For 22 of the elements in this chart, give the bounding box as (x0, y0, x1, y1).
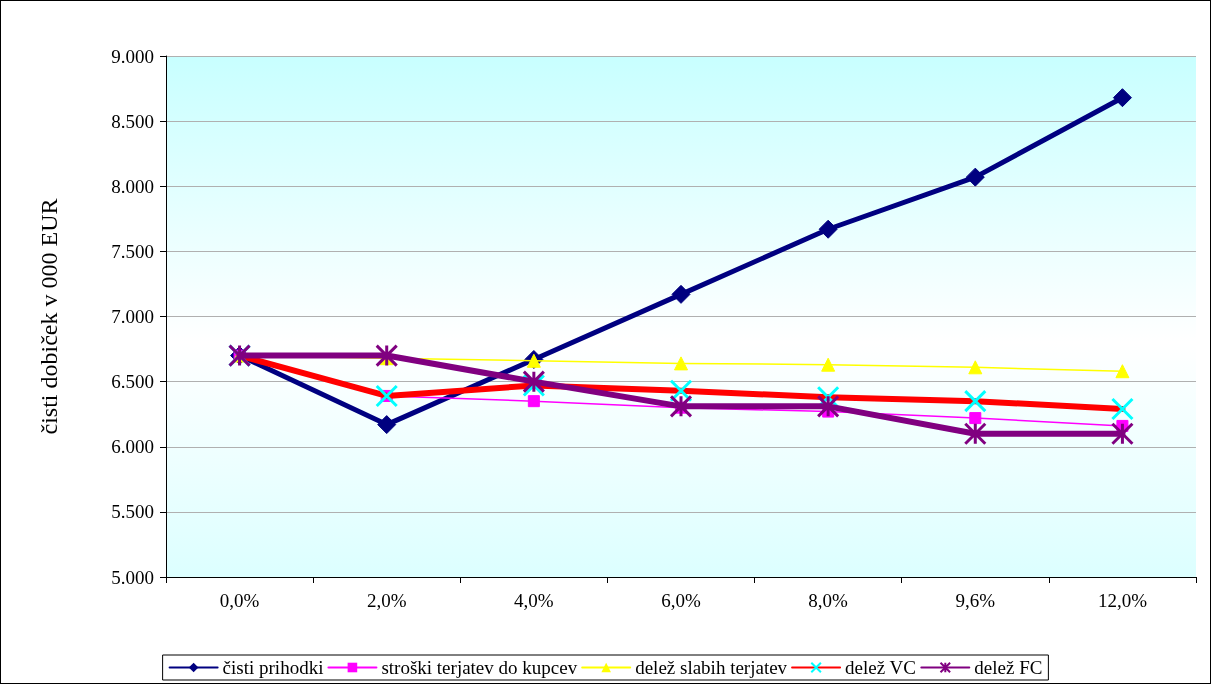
y-tick-label: 7.000 (111, 306, 154, 327)
x-tick-label: 9,6% (955, 590, 996, 611)
legend-label: stroški terjatev do kupcev (381, 657, 578, 678)
y-tick-label: 8.000 (111, 175, 154, 197)
x-tick-label: 4,0% (514, 590, 554, 611)
legend-label: delež VC (845, 657, 916, 678)
y-tick-label: 5.500 (111, 501, 154, 523)
y-tick-label: 7.500 (111, 240, 154, 262)
legend-label: delež FC (974, 657, 1043, 678)
y-tick-label: 6.000 (111, 436, 154, 458)
legend-label: čisti prihodki (222, 657, 324, 678)
x-tick-label: 0,0% (219, 590, 260, 611)
x-tick-label: 2,0% (366, 590, 407, 611)
x-tick-label: 12,0% (1097, 590, 1148, 611)
y-tick-label: 8.500 (111, 110, 154, 132)
y-tick-label: 9.000 (111, 45, 154, 67)
y-tick-label: 5.000 (111, 566, 154, 588)
y-axis-title: čisti dobiček v 000 EUR (36, 198, 62, 435)
y-tick-label: 6.500 (111, 371, 154, 393)
legend-label: delež slabih terjatev (635, 657, 788, 678)
x-tick-label: 6,0% (661, 590, 701, 611)
x-tick-label: 8,0% (808, 590, 849, 611)
